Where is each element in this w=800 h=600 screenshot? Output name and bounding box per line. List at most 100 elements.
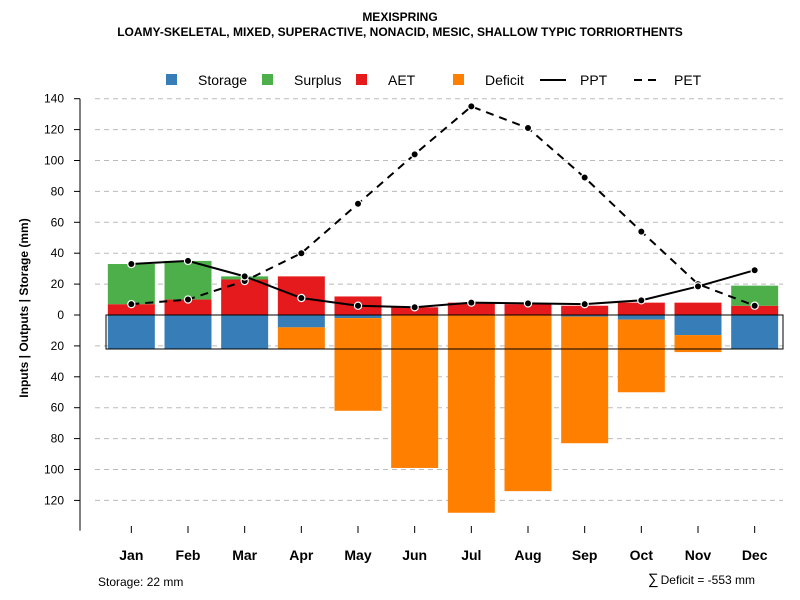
pet-point [127,299,136,309]
storage-bar [617,315,665,320]
y-tick-label: 100 [44,463,64,477]
sigma-symbol: ∑ [647,571,659,588]
storage-bar [221,315,269,349]
aet-bar [617,302,665,315]
x-tick-label: Apr [289,547,314,563]
legend-item-pet: PET [634,72,702,88]
y-tick-label: 80 [51,184,65,198]
x-tick-label: Dec [742,547,768,563]
y-tick-label: 20 [51,339,65,353]
aet-bar [674,302,722,315]
x-tick-label: Aug [514,547,541,563]
pet-point [523,123,533,133]
aet-bar [447,302,495,315]
pet-line [131,105,756,307]
deficit-bar [334,318,382,411]
ppt-point [637,296,646,305]
y-axis-label: Inputs | Outputs | Storage (mm) [17,218,31,397]
storage-bar [107,315,155,349]
ppt-point [183,256,193,266]
storage-bar [334,315,382,319]
deficit-bar [391,315,439,468]
ppt-point [467,298,476,307]
deficit-bar [674,335,722,353]
ppt-point [580,299,589,309]
x-tick-label: Jul [461,547,481,563]
pet-point [637,227,646,236]
deficit-bar [277,327,325,349]
pet-point [183,295,193,304]
x-tick-label: May [344,547,371,563]
deficit-total-text: Deficit = -553 mm [660,573,755,587]
storage-note: Storage: 22 mm [98,575,184,589]
ppt-line [131,259,755,309]
legend-swatch-deficit [453,74,464,85]
legend-label-surplus: Surplus [294,72,341,88]
chart-title: MEXISPRING [362,10,438,24]
y-tick-label: 0 [57,308,64,322]
storage-bar [674,315,722,336]
storage-bar [277,315,325,328]
aet-bar [107,304,155,315]
y-tick-label: 120 [44,123,64,137]
legend-item-surplus: Surplus [262,72,341,88]
legend-swatch-surplus [262,74,273,85]
legend-label-aet: AET [388,72,416,88]
y-tick-label: 120 [44,493,64,507]
deficit-total-note: ∑ Deficit = -553 mm [648,571,755,588]
surplus-bar [107,264,155,305]
y-tick-label: 60 [51,215,65,229]
ppt-point [297,293,306,303]
x-tick-label: Jan [119,547,143,563]
ppt-point [750,265,759,275]
deficit-bar [561,316,609,444]
deficit-bar [617,319,665,393]
storage-bar [164,315,212,349]
storage-capacity-box [105,314,784,350]
legend-item-ppt: PPT [540,72,608,88]
legend-item-aet: AET [356,72,416,88]
pet-point [580,173,589,182]
legend-label-deficit: Deficit [485,72,524,88]
storage-bar [731,315,779,349]
legend-swatch-aet [356,74,367,85]
ppt-point [240,272,249,281]
surplus-bar [164,260,212,300]
y-tick-label: 40 [51,246,65,260]
aet-bar [504,304,552,315]
aet-bar [164,299,212,315]
x-tick-label: Jun [402,547,427,563]
pet-point [750,301,759,310]
deficit-bar [504,315,552,492]
chart-subtitle: LOAMY-SKELETAL, MIXED, SUPERACTIVE, NONA… [117,25,683,39]
storage-bar [561,315,609,317]
pet-point [410,150,419,159]
aet-bar [731,305,779,315]
ppt-point [127,259,136,269]
x-tick-label: Mar [232,547,257,563]
x-tick-label: Sep [572,547,598,563]
ppt-point [693,282,703,291]
legend-label-pet: PET [674,72,702,88]
y-tick-label: 60 [51,401,65,415]
legend-swatch-storage [166,74,177,85]
legend-label-ppt: PPT [580,72,608,88]
ppt-point [523,299,533,308]
y-tick-label: 100 [44,154,64,168]
ppt-point [410,303,419,312]
aet-bar [561,305,609,315]
legend-item-deficit: Deficit [453,72,524,88]
ppt-point [353,301,363,310]
pet-point [467,102,476,111]
x-tick-label: Oct [630,547,654,563]
pet-point [297,248,306,258]
pet-point [353,199,363,208]
y-tick-label: 140 [44,92,64,106]
y-tick-label: 40 [51,370,65,384]
deficit-bar [447,315,495,513]
x-tick-label: Feb [176,547,201,563]
legend-item-storage: Storage [166,72,247,88]
y-tick-label: 80 [51,432,65,446]
x-tick-label: Nov [685,547,712,563]
